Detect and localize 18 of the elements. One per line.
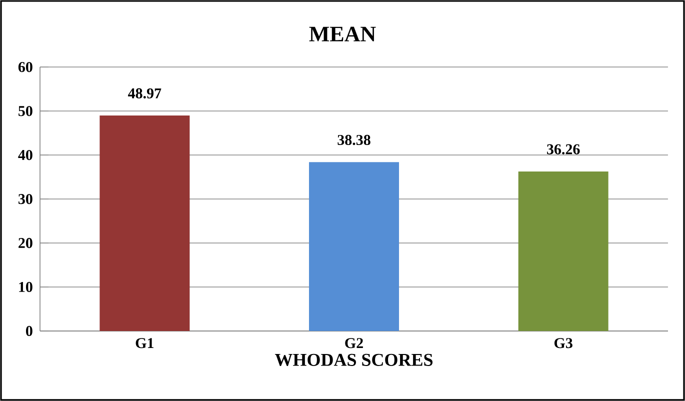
x-tick-label: G2	[345, 338, 363, 348]
bar	[518, 171, 608, 331]
bar	[309, 162, 400, 331]
data-label: 48.97	[128, 88, 162, 98]
x-axis-title: WHODAS SCORES	[274, 354, 432, 366]
y-tick-label: 0	[26, 326, 32, 336]
y-tick-label: 40	[18, 150, 32, 160]
y-tick-label: 60	[18, 62, 32, 72]
y-tick-label: 20	[18, 238, 32, 248]
x-tick-label: G3	[554, 338, 572, 348]
data-label: 36.26	[547, 144, 580, 154]
bar	[100, 116, 190, 331]
y-tick-label: 30	[18, 194, 32, 204]
y-tick-label: 10	[19, 282, 32, 292]
data-label: 38.38	[338, 134, 370, 146]
chart-title: MEAN	[309, 26, 376, 42]
x-tick-label: G1	[136, 338, 154, 348]
y-tick-label: 50	[18, 106, 32, 116]
